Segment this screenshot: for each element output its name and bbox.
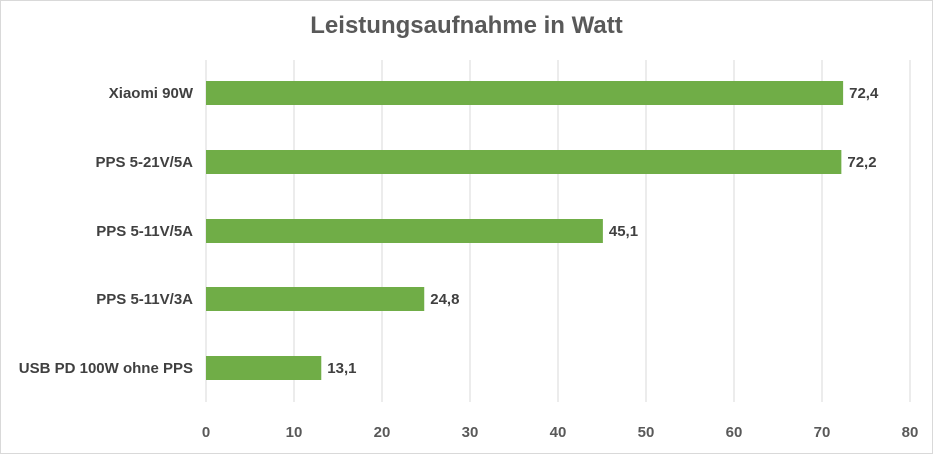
x-tick-label: 30: [462, 424, 479, 441]
category-label: USB PD 100W ohne PPS: [19, 360, 193, 377]
data-label: 45,1: [609, 223, 638, 240]
data-label: 13,1: [327, 360, 356, 377]
x-tick-label: 60: [726, 424, 743, 441]
bar: [206, 356, 322, 380]
category-label: Xiaomi 90W: [109, 85, 194, 102]
data-labels: 72,4 72,2 45,1 24,8 13,1: [327, 85, 879, 377]
x-tick-label: 20: [374, 424, 391, 441]
category-labels: Xiaomi 90W PPS 5-21V/5A PPS 5-11V/5A PPS 5-…: [19, 85, 194, 377]
data-label: 72,2: [847, 154, 876, 171]
x-tick-label: 80: [902, 424, 919, 441]
x-tick-label: 40: [550, 424, 567, 441]
x-axis-ticks: 0 10 20 30 40 50 60 70 80: [202, 424, 919, 441]
x-tick-label: 50: [638, 424, 655, 441]
category-label: PPS 5-11V/5A: [96, 223, 193, 240]
category-label: PPS 5-21V/5A: [95, 154, 193, 171]
chart-title: Leistungsaufnahme in Watt: [310, 12, 623, 39]
bar: [206, 81, 844, 105]
x-tick-label: 70: [814, 424, 831, 441]
category-label: PPS 5-11V/3A: [96, 291, 193, 308]
bars: [206, 81, 844, 380]
data-label: 72,4: [849, 85, 879, 102]
x-tick-label: 0: [202, 424, 210, 441]
bar: [206, 287, 425, 311]
bar: [206, 150, 842, 174]
bar: [206, 219, 603, 243]
x-tick-label: 10: [286, 424, 303, 441]
data-label: 24,8: [430, 291, 459, 308]
